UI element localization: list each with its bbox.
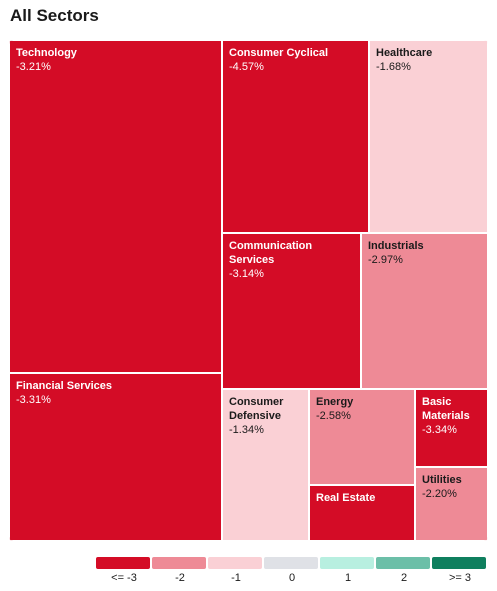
- sector-change: -3.14%: [229, 268, 264, 280]
- legend-label: 2: [400, 572, 408, 584]
- tile-industrials[interactable]: Industrials -2.97%: [361, 233, 488, 389]
- legend-swatch: [208, 557, 262, 569]
- sector-name: Utilities: [422, 474, 462, 486]
- sector-change: -3.34%: [422, 424, 457, 436]
- tile-label: Energy -2.58%: [316, 395, 410, 423]
- tile-label: Consumer Cyclical -4.57%: [229, 46, 364, 74]
- sector-change: -2.58%: [316, 410, 351, 422]
- legend-swatch: [152, 557, 206, 569]
- legend-swatch: [264, 557, 318, 569]
- legend-swatch: [320, 557, 374, 569]
- chart-title: All Sectors: [10, 6, 99, 25]
- sector-name: Financial Services: [16, 380, 112, 392]
- tile-real-estate[interactable]: Real Estate: [309, 485, 415, 541]
- tile-energy[interactable]: Energy -2.58%: [309, 389, 415, 485]
- tile-technology[interactable]: Technology -3.21%: [9, 40, 222, 373]
- legend-swatch: [432, 557, 486, 569]
- tile-label: Technology -3.21%: [16, 46, 217, 74]
- sector-name: Energy: [316, 396, 354, 408]
- sector-change: -1.34%: [229, 424, 264, 436]
- tile-basic-materials[interactable]: Basic Materials -3.34%: [415, 389, 488, 467]
- legend-swatch: [96, 557, 150, 569]
- tile-label: Financial Services -3.31%: [16, 379, 217, 407]
- sector-name: Industrials: [368, 240, 424, 252]
- legend-label: 0: [288, 572, 296, 584]
- sector-name: Consumer Cyclical: [229, 47, 329, 59]
- sector-name: Communication Services: [229, 240, 313, 266]
- sector-change: -2.20%: [422, 488, 457, 500]
- tile-utilities[interactable]: Utilities -2.20%: [415, 467, 488, 541]
- sector-change: -1.68%: [376, 61, 411, 73]
- legend-label: -1: [231, 572, 241, 584]
- sector-name: Real Estate: [316, 492, 376, 504]
- tile-label: Consumer Defensive -1.34%: [229, 395, 304, 437]
- tile-label: Industrials -2.97%: [368, 239, 483, 267]
- sector-name: Consumer Defensive: [229, 396, 284, 422]
- sector-change: -3.31%: [16, 394, 51, 406]
- legend-swatch: [376, 557, 430, 569]
- legend-label: >= 3: [448, 572, 472, 584]
- color-legend: <= -3 -2 -1 0 1 2 >= 3: [96, 557, 489, 587]
- tile-label: Utilities -2.20%: [422, 473, 483, 501]
- tile-communication-services[interactable]: Communication Services -3.14%: [222, 233, 361, 389]
- tile-consumer-defensive[interactable]: Consumer Defensive -1.34%: [222, 389, 309, 541]
- sector-change: -4.57%: [229, 61, 264, 73]
- tile-healthcare[interactable]: Healthcare -1.68%: [369, 40, 488, 233]
- sector-name: Technology: [16, 47, 77, 59]
- legend-label: <= -3: [111, 572, 137, 584]
- legend-label: -2: [175, 572, 185, 584]
- sector-treemap: Technology -3.21% Financial Services -3.31%…: [9, 40, 488, 541]
- sector-change: -3.21%: [16, 61, 51, 73]
- sector-name: Basic Materials: [422, 396, 470, 422]
- sector-name: Healthcare: [376, 47, 433, 59]
- tile-financial-services[interactable]: Financial Services -3.31%: [9, 373, 222, 541]
- tile-consumer-cyclical[interactable]: Consumer Cyclical -4.57%: [222, 40, 369, 233]
- tile-label: Healthcare -1.68%: [376, 46, 483, 74]
- legend-label: 1: [344, 572, 352, 584]
- tile-label: Real Estate: [316, 491, 410, 505]
- sector-change: -2.97%: [368, 254, 403, 266]
- tile-label: Basic Materials -3.34%: [422, 395, 483, 437]
- tile-label: Communication Services -3.14%: [229, 239, 356, 281]
